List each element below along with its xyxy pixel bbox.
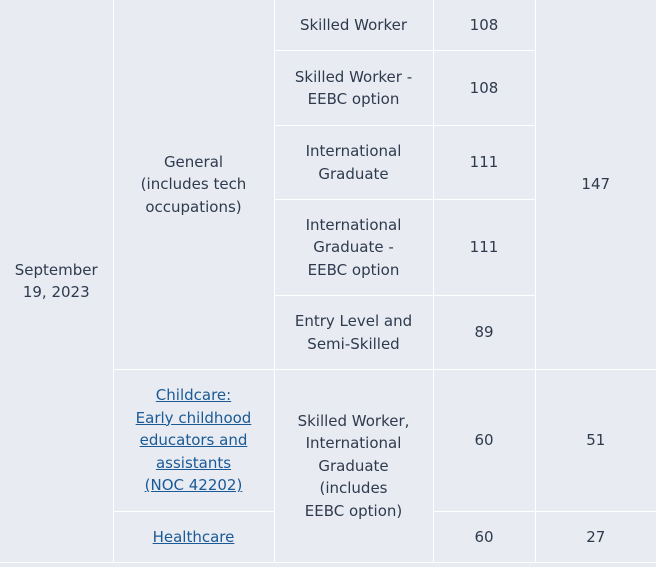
draw-date-cell: September 19, 2023 (0, 0, 114, 563)
min-score: 111 (469, 238, 499, 257)
stream-cell: International Graduate (273, 125, 434, 200)
min-score-cell: 60 (432, 511, 536, 563)
healthcare-score-cell: 27 (534, 511, 656, 563)
table-row: International Graduate - EEBC option 111 (0, 199, 656, 296)
stream-name: Entry Level and Semi-Skilled (294, 312, 413, 353)
min-score: 60 (474, 527, 494, 546)
min-score: 60 (474, 431, 494, 450)
stream-name: Skilled Worker (299, 15, 408, 34)
stream-name: Skilled Worker - EEBC option (294, 67, 413, 109)
stream-name: International Graduate - EEBC option (305, 215, 402, 279)
min-score: 111 (469, 153, 499, 172)
min-score: 108 (469, 15, 499, 34)
stream-name: Skilled Worker, International Graduate (… (297, 411, 410, 520)
childcare-category-cell: Childcare: Early childhood educators and… (112, 369, 275, 512)
childcare-score: 51 (586, 431, 606, 450)
min-score-cell: 108 (432, 0, 536, 51)
min-score-cell: 108 (432, 50, 536, 126)
general-score: 147 (581, 175, 611, 194)
table-row: Entry Level and Semi-Skilled 89 (0, 295, 656, 370)
healthcare-link[interactable]: Healthcare (152, 527, 235, 546)
min-score-cell: 111 (432, 125, 536, 200)
min-score-cell: 60 (432, 369, 536, 512)
stream-cell: International Graduate - EEBC option (273, 199, 434, 296)
stream-cell: Skilled Worker (273, 0, 434, 51)
table-row: Skilled Worker - EEBC option 108 (0, 50, 656, 126)
min-score-cell: 89 (432, 295, 536, 370)
table-row: Healthcare 60 27 (0, 511, 656, 563)
healthcare-score: 27 (586, 527, 606, 546)
min-score-cell: 111 (432, 199, 536, 296)
healthcare-category-cell: Healthcare (112, 511, 275, 563)
min-score: 89 (474, 323, 494, 342)
draw-date: September 19, 2023 (14, 260, 98, 302)
stream-cell: Entry Level and Semi-Skilled (273, 295, 434, 370)
stream-cell: Skilled Worker - EEBC option (273, 50, 434, 126)
childcare-link[interactable]: Childcare: Early childhood educators and… (135, 386, 252, 495)
general-score-cell: 147 (534, 0, 656, 370)
min-score: 108 (469, 78, 499, 97)
stream-name: International Graduate (305, 142, 402, 183)
general-category: General (includes tech occupations) (140, 152, 247, 216)
childcare-score-cell: 51 (534, 369, 656, 512)
table-row: International Graduate 111 (0, 125, 656, 200)
childcare-stream-cell: Skilled Worker, International Graduate (… (273, 369, 434, 563)
general-category-cell: General (includes tech occupations) (112, 0, 275, 370)
table-row: Childcare: Early childhood educators and… (0, 369, 656, 563)
